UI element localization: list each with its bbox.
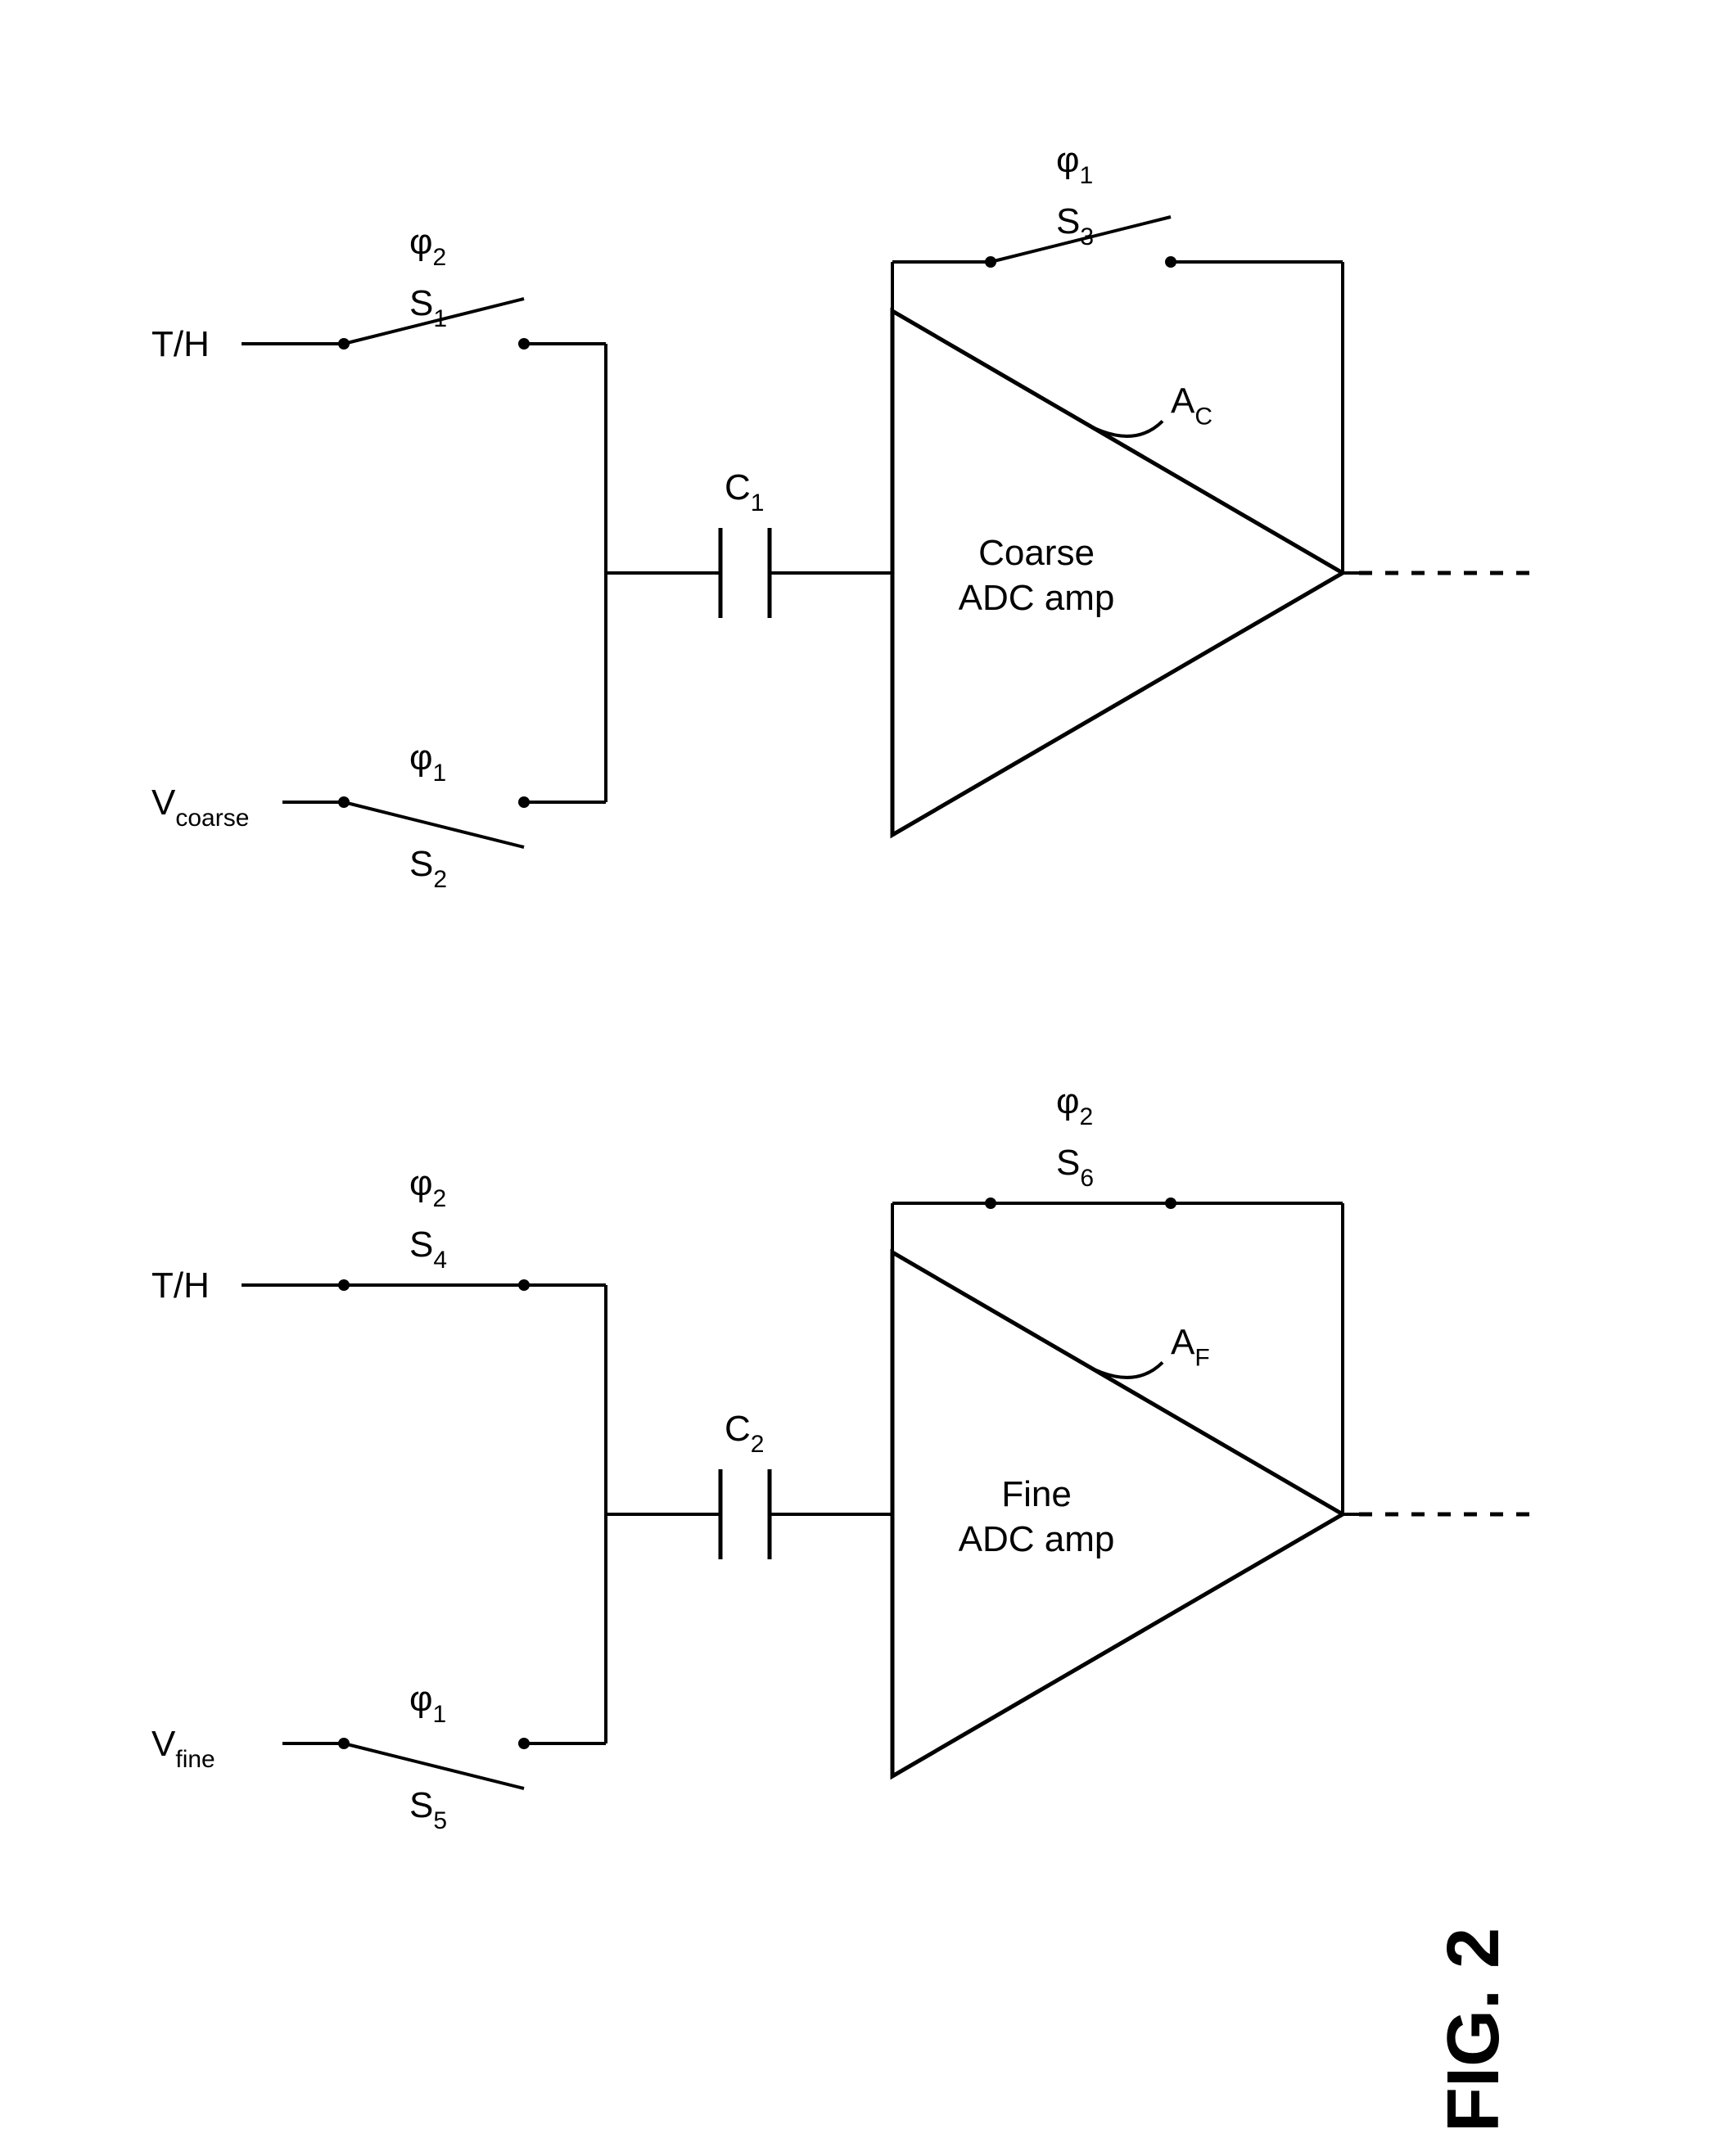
svg-text:T/H: T/H [151,324,210,364]
svg-text:φ2: φ2 [409,1163,446,1212]
svg-text:φ2: φ2 [409,222,446,271]
svg-text:S6: S6 [1056,1143,1094,1192]
svg-text:FIG. 2: FIG. 2 [1433,1928,1515,2132]
svg-text:Vfine: Vfine [151,1724,215,1773]
svg-text:φ1: φ1 [409,737,446,787]
svg-text:S4: S4 [409,1225,447,1274]
svg-text:φ1: φ1 [409,1679,446,1728]
svg-text:Fine: Fine [1001,1474,1072,1514]
svg-text:AF: AF [1171,1322,1210,1371]
svg-text:Coarse: Coarse [978,533,1095,573]
svg-text:T/H: T/H [151,1265,210,1306]
svg-text:Vcoarse: Vcoarse [151,783,249,832]
svg-text:φ2: φ2 [1056,1081,1093,1130]
svg-text:ADC amp: ADC amp [959,578,1115,618]
svg-text:φ1: φ1 [1056,140,1093,189]
svg-text:ADC amp: ADC amp [959,1519,1115,1559]
svg-text:C1: C1 [725,467,764,516]
svg-text:S2: S2 [409,844,447,893]
svg-text:C2: C2 [725,1409,764,1458]
svg-text:AC: AC [1171,381,1212,430]
svg-text:S5: S5 [409,1785,447,1834]
